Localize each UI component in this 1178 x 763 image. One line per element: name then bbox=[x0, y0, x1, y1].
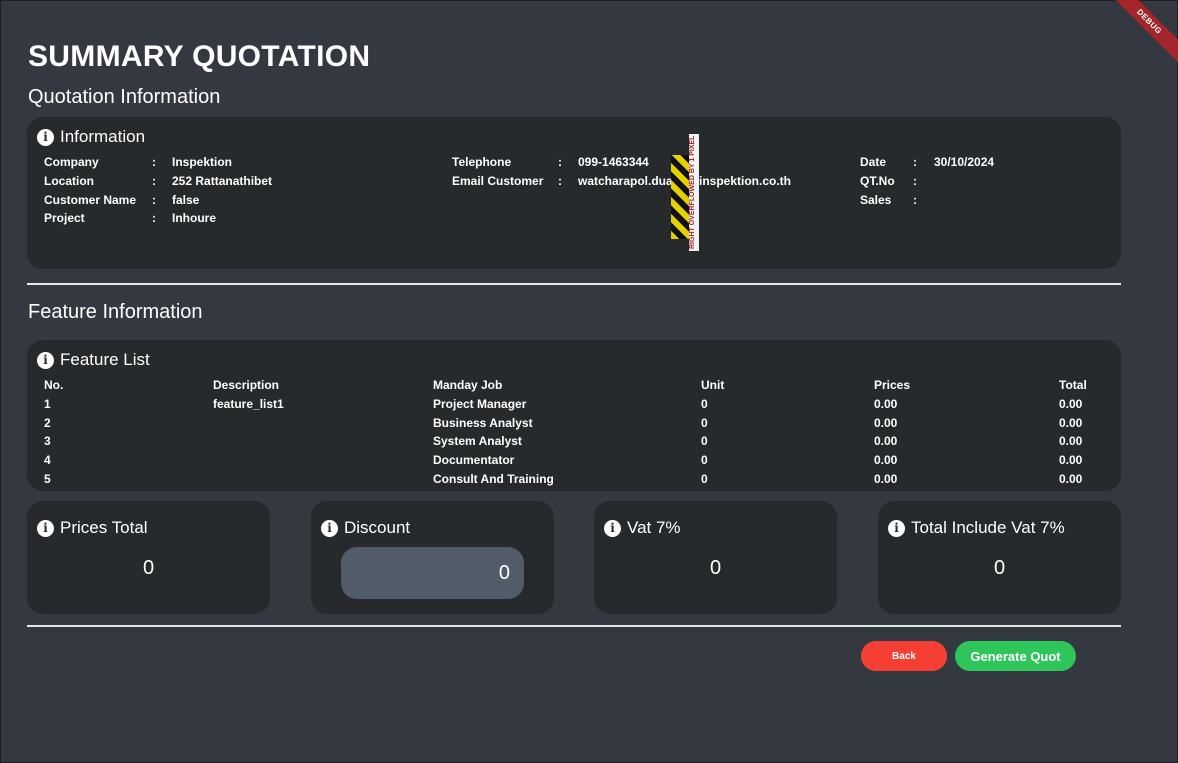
colon: : bbox=[152, 193, 156, 207]
company-value: Inspektion bbox=[172, 155, 233, 169]
section-divider bbox=[27, 283, 1121, 285]
row-unit: 0 bbox=[701, 453, 708, 467]
discount-label: Discount bbox=[344, 518, 411, 537]
qt-no-label: QT.No bbox=[860, 174, 895, 188]
feature-list-card: i Feature List No. Description Manday Jo… bbox=[27, 340, 1121, 491]
total-include-vat-card: i Total Include Vat 7% 0 bbox=[878, 501, 1121, 614]
row-prices: 0.00 bbox=[874, 453, 898, 467]
row-unit: 0 bbox=[701, 397, 708, 411]
date-value: 30/10/2024 bbox=[934, 155, 995, 169]
telephone-value: 099-1463344 bbox=[578, 155, 649, 169]
row-prices: 0.00 bbox=[874, 397, 898, 411]
row-unit: 0 bbox=[701, 472, 708, 486]
row-manday-job: System Analyst bbox=[433, 434, 522, 448]
info-icon: i bbox=[37, 128, 54, 146]
information-card: i Information bbox=[27, 117, 1121, 269]
colon: : bbox=[913, 174, 917, 188]
colon: : bbox=[152, 174, 156, 188]
overflow-warning-label: RIGHT OVERFLOWED BY 1 PIXEL bbox=[689, 134, 699, 251]
row-manday-job: Documentator bbox=[433, 453, 515, 467]
overflow-warning-stripe bbox=[671, 155, 689, 239]
information-card-title: Information bbox=[60, 127, 146, 146]
vat-card: i Vat 7% 0 bbox=[594, 501, 837, 614]
date-label: Date bbox=[860, 155, 887, 169]
row-no: 1 bbox=[44, 397, 51, 411]
info-icon: i bbox=[37, 519, 54, 537]
colon: : bbox=[913, 155, 917, 169]
column-header-unit: Unit bbox=[701, 378, 725, 392]
telephone-label: Telephone bbox=[452, 155, 512, 169]
discount-card: i Discount 0 bbox=[311, 501, 554, 614]
prices-total-header: i Prices Total bbox=[37, 518, 148, 538]
row-prices: 0.00 bbox=[874, 416, 898, 430]
vat-value: 0 bbox=[709, 557, 722, 579]
info-icon: i bbox=[604, 519, 621, 537]
quotation-section-heading: Quotation Information bbox=[28, 86, 221, 108]
info-icon: i bbox=[37, 351, 54, 369]
location-value: 252 Rattanathibet bbox=[172, 174, 273, 188]
row-description: feature_list1 bbox=[213, 397, 284, 411]
column-header-no: No. bbox=[44, 378, 64, 392]
location-label: Location bbox=[44, 174, 94, 188]
prices-total-card: i Prices Total 0 bbox=[27, 501, 270, 614]
total-include-vat-header: i Total Include Vat 7% bbox=[888, 518, 1065, 538]
info-icon: i bbox=[888, 519, 905, 537]
row-total: 0.00 bbox=[1059, 472, 1083, 486]
customer-name-label: Customer Name bbox=[44, 193, 137, 207]
email-customer-value-tail: inspektion.co.th bbox=[699, 174, 792, 188]
row-total: 0.00 bbox=[1059, 416, 1083, 430]
discount-header: i Discount bbox=[321, 518, 410, 538]
column-header-total: Total bbox=[1059, 378, 1087, 392]
column-header-prices: Prices bbox=[874, 378, 911, 392]
page-title: SUMMARY QUOTATION bbox=[28, 40, 371, 73]
back-button[interactable]: Back bbox=[861, 641, 947, 671]
feature-list-card-header: i Feature List bbox=[37, 350, 150, 370]
vat-header: i Vat 7% bbox=[604, 518, 681, 538]
row-manday-job: Business Analyst bbox=[433, 416, 533, 430]
row-prices: 0.00 bbox=[874, 434, 898, 448]
column-header-description: Description bbox=[213, 378, 280, 392]
row-manday-job: Project Manager bbox=[433, 397, 527, 411]
row-unit: 0 bbox=[701, 416, 708, 430]
section-divider bbox=[27, 625, 1121, 627]
information-card-header: i Information bbox=[37, 127, 145, 147]
email-customer-value: watcharapol.dua bbox=[578, 174, 673, 188]
row-no: 4 bbox=[44, 453, 51, 467]
colon: : bbox=[558, 155, 562, 169]
colon: : bbox=[913, 193, 917, 207]
row-manday-job: Consult And Training bbox=[433, 472, 554, 486]
colon: : bbox=[558, 174, 562, 188]
row-total: 0.00 bbox=[1059, 397, 1083, 411]
email-customer-label: Email Customer bbox=[452, 174, 544, 188]
row-no: 5 bbox=[44, 472, 51, 486]
column-header-manday-job: Manday Job bbox=[433, 378, 503, 392]
project-label: Project bbox=[44, 211, 85, 225]
row-total: 0.00 bbox=[1059, 434, 1083, 448]
feature-section-heading: Feature Information bbox=[28, 301, 203, 323]
generate-quot-button[interactable]: Generate Quot bbox=[955, 641, 1076, 671]
feature-list-card-title: Feature List bbox=[60, 350, 150, 369]
row-unit: 0 bbox=[701, 434, 708, 448]
row-no: 2 bbox=[44, 416, 51, 430]
vat-label: Vat 7% bbox=[627, 518, 681, 537]
total-include-vat-label: Total Include Vat 7% bbox=[911, 518, 1065, 537]
sales-label: Sales bbox=[860, 193, 892, 207]
info-icon: i bbox=[321, 519, 338, 537]
total-include-vat-value: 0 bbox=[993, 557, 1006, 579]
prices-total-label: Prices Total bbox=[60, 518, 148, 537]
row-prices: 0.00 bbox=[874, 472, 898, 486]
company-label: Company bbox=[44, 155, 99, 169]
row-no: 3 bbox=[44, 434, 51, 448]
prices-total-value: 0 bbox=[142, 557, 155, 579]
colon: : bbox=[152, 211, 156, 225]
colon: : bbox=[152, 155, 156, 169]
project-value: Inhoure bbox=[172, 211, 216, 225]
row-total: 0.00 bbox=[1059, 453, 1083, 467]
discount-input[interactable]: 0 bbox=[341, 547, 524, 599]
customer-name-value: false bbox=[172, 193, 200, 207]
